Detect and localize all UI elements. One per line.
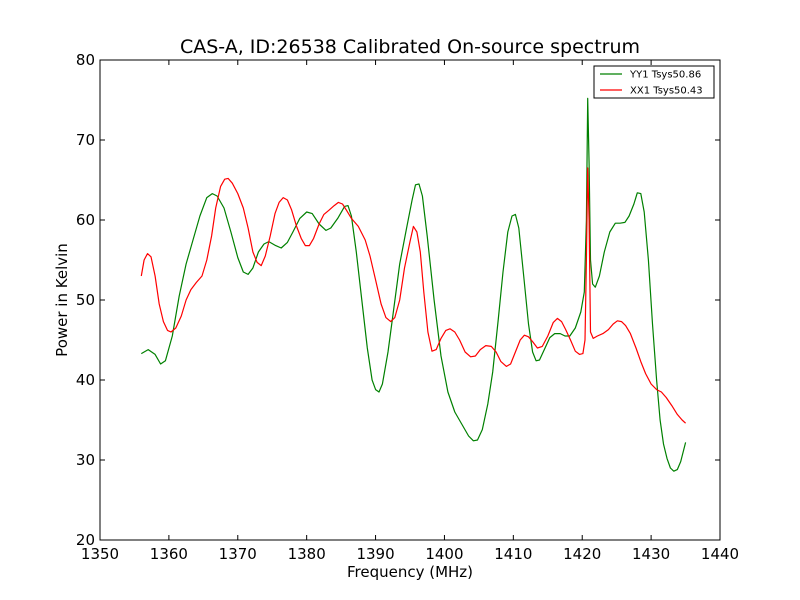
y-tick-label: 70 bbox=[76, 131, 95, 149]
x-tick-label: 1350 bbox=[81, 545, 119, 563]
legend: YY1 Tsys50.86 XX1 Tsys50.43 bbox=[593, 65, 715, 99]
x-tick-label: 1410 bbox=[494, 545, 532, 563]
y-axis-label: Power in Kelvin bbox=[53, 243, 71, 357]
plot-area bbox=[100, 60, 720, 540]
x-tick-label: 1440 bbox=[701, 545, 739, 563]
x-tick-label: 1430 bbox=[632, 545, 670, 563]
y-tick-label: 20 bbox=[76, 531, 95, 549]
x-tick-label: 1390 bbox=[356, 545, 394, 563]
y-axis-ticks: 20 30 40 50 60 70 80 bbox=[76, 51, 720, 549]
series-layer bbox=[140, 97, 687, 472]
y-tick-label: 50 bbox=[76, 291, 95, 309]
y-tick-label: 60 bbox=[76, 211, 95, 229]
series-line-yy1 bbox=[140, 97, 687, 472]
y-tick-label: 80 bbox=[76, 51, 95, 69]
x-tick-label: 1420 bbox=[563, 545, 601, 563]
x-tick-label: 1380 bbox=[288, 545, 326, 563]
x-axis-ticks: 1350 1360 1370 1380 1390 1400 1410 1420 1430 1440 bbox=[81, 60, 739, 563]
y-tick-label: 30 bbox=[76, 451, 95, 469]
y-tick-label: 40 bbox=[76, 371, 95, 389]
legend-label-xx1: XX1 Tsys50.43 bbox=[630, 86, 703, 97]
chart-title: CAS-A, ID:26538 Calibrated On-source spe… bbox=[180, 36, 640, 58]
x-tick-label: 1370 bbox=[219, 545, 257, 563]
legend-label-yy1: YY1 Tsys50.86 bbox=[629, 70, 701, 81]
x-axis-label: Frequency (MHz) bbox=[347, 563, 473, 581]
series-line-xx1 bbox=[140, 167, 687, 424]
x-tick-label: 1360 bbox=[150, 545, 188, 563]
plot-frame bbox=[99, 59, 721, 541]
legend-box bbox=[593, 65, 715, 99]
x-tick-label: 1400 bbox=[425, 545, 463, 563]
